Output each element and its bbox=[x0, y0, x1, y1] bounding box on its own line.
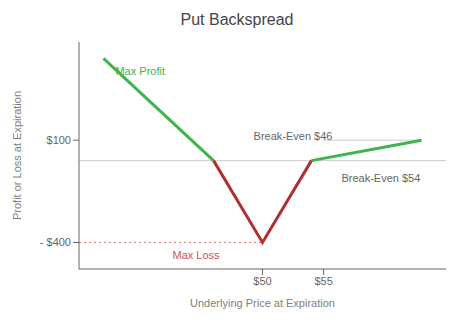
svg-text:Max Loss: Max Loss bbox=[173, 249, 221, 261]
svg-text:$55: $55 bbox=[314, 275, 332, 287]
svg-text:$50: $50 bbox=[253, 275, 271, 287]
svg-text:Break-Even $46: Break-Even $46 bbox=[254, 130, 333, 142]
svg-text:Underlying Price at Expiration: Underlying Price at Expiration bbox=[190, 297, 335, 309]
svg-text:Max Profit: Max Profit bbox=[115, 65, 165, 77]
svg-text:Profit or Loss at Expiration: Profit or Loss at Expiration bbox=[11, 91, 23, 220]
svg-text:Break-Even $54: Break-Even $54 bbox=[341, 172, 420, 184]
html-text:Put Backspread: Put Backspread bbox=[180, 11, 294, 28]
svg-text:$100: $100 bbox=[47, 134, 71, 146]
svg-text:- $400: - $400 bbox=[40, 236, 71, 248]
